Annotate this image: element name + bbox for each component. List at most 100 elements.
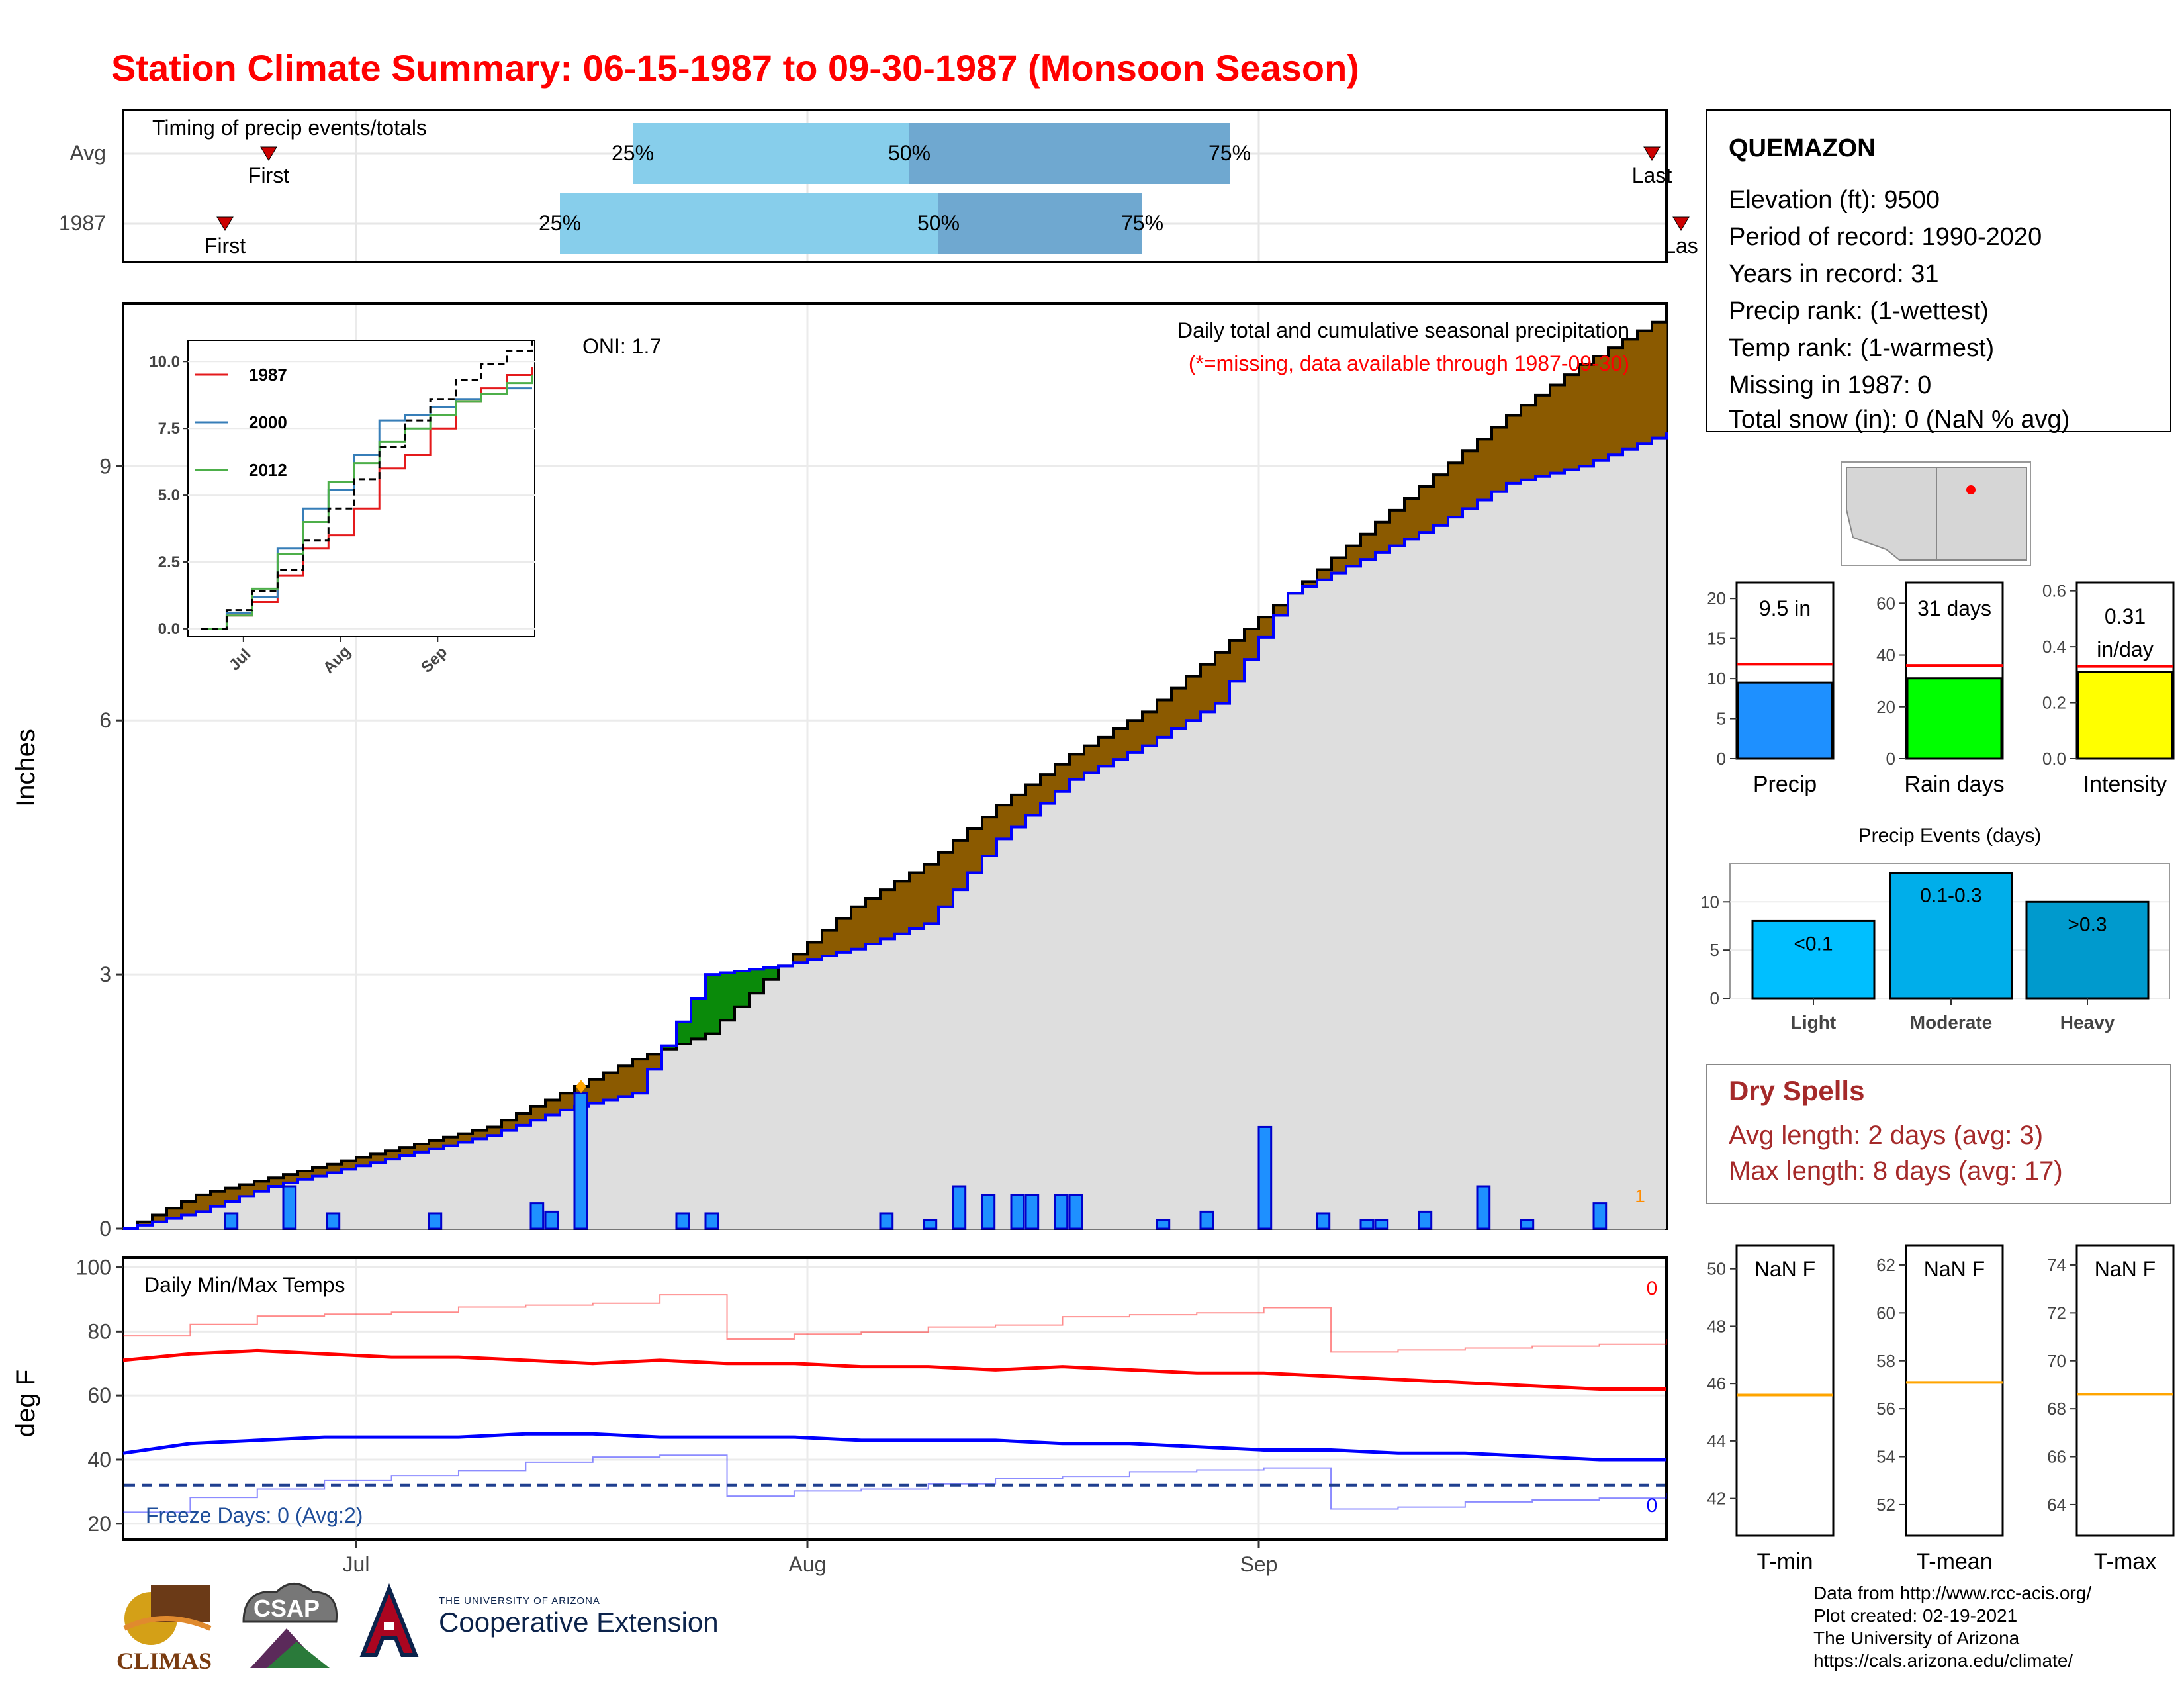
credit-line: https://cals.arizona.edu/climate/ [1813,1650,2073,1671]
x-tick-label: Jul [343,1552,370,1576]
precip-difference-fill [1069,754,1085,780]
summary-y-tick-label: 15 [1707,629,1726,649]
summary-y-tick-label: 0.6 [2042,581,2066,601]
precip-difference-fill [1273,605,1289,616]
temp-summary-value: NaN F [1754,1257,1815,1281]
precip-difference-fill [487,1127,502,1136]
precip-difference-fill [618,1066,633,1097]
precip-difference-fill [1361,534,1376,560]
timing-row-year-label: 1987 [59,211,106,235]
summary-value-label: in/day [2097,637,2153,661]
timing-q50-label: 50% [888,141,931,165]
precip-difference-fill [312,1167,328,1176]
last-event-marker [1643,146,1661,161]
event-category-label: Light [1791,1012,1836,1033]
precip-difference-fill [1244,629,1259,660]
summary-bars: 0 5 10 15 20 9.5 in Precip 0 20 40 60 31 days Rain d… [1707,581,2175,797]
precip-difference-fill [1317,569,1332,580]
credit-line: The University of Arizona [1813,1628,2020,1648]
precip-difference-fill [1448,463,1463,518]
avg-cumulative-line [123,314,1668,1230]
precip-difference-fill [807,942,823,960]
x-tick-label: Aug [789,1552,827,1576]
precip-difference-fill [968,829,983,873]
precip-difference-fill [633,1059,648,1094]
precip-difference-fill [895,881,910,934]
precip-y-axis-label: Inches [11,729,40,807]
daily-precip-bar [1520,1219,1535,1230]
timing-q75-label: 75% [1121,211,1163,235]
precip-difference-fill [196,1194,211,1212]
precip-difference-fill [1113,729,1128,760]
summary-y-tick-label: 20 [1707,588,1726,608]
precip-difference-fill [1011,794,1026,827]
dry-spells-title: Dry Spells [1729,1075,1864,1106]
precip-difference-fill [1055,764,1070,792]
summary-y-tick-label: 0 [1717,749,1726,769]
precip-difference-fill [225,1188,240,1202]
precip-caption-missing: (*=missing, data available through 1987-… [1189,352,1629,375]
station-location-dot [1966,485,1976,494]
inset-legend-label: 1987 [249,365,287,385]
precip-difference-fill [720,972,735,1021]
precip-difference-fill [429,1140,444,1149]
precip-difference-fill [1230,640,1245,682]
summary-value-label: 0.31 [2105,604,2146,628]
precip-difference-fill [210,1191,226,1207]
station-elevation: Elevation (ft): 9500 [1729,186,1940,214]
station-name: QUEMAZON [1729,134,1876,162]
precip-difference-fill [997,805,1012,839]
precip-difference-fill [662,1045,677,1049]
daily-precip-bar [573,1092,588,1230]
inset-legend-label: 2000 [249,412,287,432]
dry-spells-avg: Avg length: 2 days (avg: 3) [1729,1121,2043,1150]
precip-difference-fill [473,1130,488,1139]
precip-difference-fill [982,817,997,856]
temp-summary-y-tick-label: 74 [2047,1255,2066,1275]
y-tick-label: 40 [87,1448,111,1472]
daily-precip-bar [529,1202,545,1230]
coop-big-text: Cooperative Extension [439,1607,719,1638]
precip-difference-fill [647,1054,662,1070]
timing-bar-q25-q50 [633,123,909,184]
precip-difference-fill [924,864,939,924]
precip-difference-fill [443,1137,459,1146]
events-y-tick-label: 5 [1710,940,1719,960]
temp-summary-value: NaN F [2095,1257,2156,1281]
temp-summary-y-tick-label: 50 [1707,1259,1726,1279]
credits: Data from http://www.rcc-acis.org/ Plot … [1813,1582,2091,1672]
precip-difference-fill [1579,364,1594,467]
daily-precip-bar [1024,1194,1040,1230]
precip-difference-fill [371,1154,386,1163]
daily-precip-bar [1156,1219,1171,1230]
precip-difference-fill [1302,581,1318,587]
dry-spells-box: Dry Spells Avg length: 2 days (avg: 3) M… [1706,1064,2171,1204]
summary-y-tick-label: 0.0 [2042,749,2066,769]
event-bar-label: <0.1 [1794,933,1833,955]
temp-summary-frame [2075,1244,2175,1537]
precip-difference-fill [1157,700,1172,737]
daily-precip-bar [675,1212,690,1230]
precip-difference-fill [458,1133,473,1143]
precip-difference-fill [604,1072,619,1100]
summary-panel-label: Intensity [2083,772,2167,797]
observed-cumulative-line [123,432,1668,1230]
precip-difference-fill [254,1181,269,1192]
inset-y-tick-label: 5.0 [158,487,180,504]
precip-difference-fill [691,998,706,1039]
precip-difference-fill [400,1147,415,1156]
summary-value-label: 9.5 in [1759,596,1811,620]
temp-summary-frame [1905,1244,2004,1537]
precip-difference-fill [283,1174,298,1183]
station-temp-rank: Temp rank: (1-warmest) [1729,334,1994,362]
temps-label: Daily Min/Max Temps [144,1273,345,1297]
climas-logo-text: CLIMAS [116,1648,212,1674]
y-tick-label: 60 [87,1383,111,1407]
page-title: Station Climate Summary: 06-15-1987 to 0… [111,47,1359,89]
precip-difference-fill [793,954,808,963]
precip-difference-fill [851,906,866,949]
precip-difference-fill [327,1164,342,1173]
station-period: Period of record: 1990-2020 [1729,223,2042,251]
event-bar [1889,872,2013,1000]
